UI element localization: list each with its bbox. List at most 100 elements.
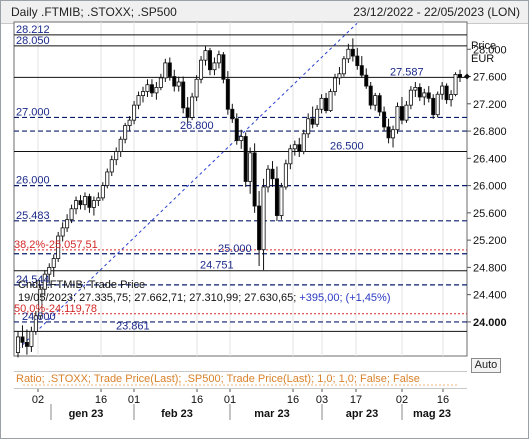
candle-body xyxy=(29,331,34,347)
candle-body xyxy=(100,185,105,199)
candle xyxy=(431,94,436,119)
x-month-label: apr 23 xyxy=(346,408,378,420)
candle xyxy=(341,56,346,77)
candle-body xyxy=(56,235,61,259)
candle-body xyxy=(158,77,163,88)
auto-scale-button[interactable]: Auto xyxy=(471,358,501,373)
candle xyxy=(145,79,150,97)
x-day-label: 02 xyxy=(396,394,408,406)
candle-body xyxy=(42,273,47,290)
candle-body xyxy=(216,54,221,64)
candle xyxy=(252,143,257,213)
candle xyxy=(212,57,217,76)
candle xyxy=(225,71,230,115)
currency-label: EUR xyxy=(471,53,494,65)
y-tick-label: 28.000 xyxy=(473,44,507,56)
candle-body xyxy=(65,219,70,229)
candle xyxy=(78,195,83,210)
candle xyxy=(234,113,239,145)
candle-body xyxy=(368,85,373,106)
candle xyxy=(288,144,293,170)
candle-body xyxy=(404,104,409,121)
candle xyxy=(270,161,275,187)
candle-body xyxy=(24,341,29,347)
candle-body xyxy=(176,81,181,87)
candle xyxy=(20,325,25,348)
candle xyxy=(172,69,177,92)
candle-body xyxy=(279,186,284,216)
candle xyxy=(136,91,141,110)
candle-body xyxy=(350,48,355,57)
candle-body xyxy=(341,58,346,75)
candle xyxy=(154,81,159,100)
candle-body xyxy=(449,94,454,101)
candle-body xyxy=(319,97,324,110)
candle-body xyxy=(207,50,212,71)
y-tick-label: 25.600 xyxy=(473,208,507,220)
candle xyxy=(324,92,329,114)
candle xyxy=(230,103,235,123)
candle-body xyxy=(444,85,449,101)
candle xyxy=(413,81,418,97)
level-label: 24.751 xyxy=(200,260,234,272)
candle-body xyxy=(190,96,195,118)
candle-body xyxy=(332,77,337,92)
fibonacci-label: 50,0%-24.119,78 xyxy=(14,303,97,315)
candle xyxy=(15,331,20,358)
candle xyxy=(141,86,146,103)
candle xyxy=(373,92,378,111)
candle xyxy=(194,75,199,102)
candle-body xyxy=(288,148,293,165)
candle-body xyxy=(141,91,146,97)
x-month-label: mar 23 xyxy=(254,408,289,420)
candle xyxy=(167,57,172,81)
candle xyxy=(315,105,320,127)
candle xyxy=(38,285,43,320)
candle-body xyxy=(199,59,204,80)
candle xyxy=(386,118,391,144)
candle xyxy=(266,165,271,193)
candle xyxy=(91,196,96,216)
candle-body xyxy=(185,107,190,118)
candle-body xyxy=(114,151,119,161)
candle xyxy=(261,178,266,271)
candle xyxy=(163,58,168,82)
candle xyxy=(391,125,396,148)
x-day-label: 01 xyxy=(128,394,140,406)
candle-body xyxy=(337,73,342,79)
y-tick-label: 26.400 xyxy=(473,153,507,165)
candle xyxy=(118,136,123,157)
level-label: 26.500 xyxy=(330,141,364,153)
candle-body xyxy=(78,200,83,206)
candle-body xyxy=(355,55,360,67)
candle xyxy=(56,231,61,262)
x-day-label: 17 xyxy=(350,394,362,406)
x-day-label: 02 xyxy=(32,394,44,406)
date-range: 23/12/2022 - 22/05/2023 (LON) xyxy=(353,5,520,19)
candle-body xyxy=(243,136,248,182)
candle xyxy=(301,129,306,155)
candle-body xyxy=(123,125,128,140)
candle-body xyxy=(359,65,364,76)
series-legend: Cndl; .FTMIB; Trade Price xyxy=(18,279,145,291)
candle-body xyxy=(422,92,427,98)
candle xyxy=(87,193,92,213)
candle xyxy=(109,155,114,177)
candle xyxy=(190,92,195,121)
y-tick-label: 24.800 xyxy=(473,262,507,274)
candle-body xyxy=(440,85,445,95)
candle-body xyxy=(154,87,159,94)
x-month-label: mag 23 xyxy=(413,408,451,420)
fibonacci-label: 38,2%-25.057,51 xyxy=(14,239,98,251)
candle-body xyxy=(132,104,137,121)
candle-body xyxy=(315,108,320,125)
level-label: 24.000 xyxy=(22,311,56,323)
current-price-marker xyxy=(464,73,470,80)
level-label: 28.212 xyxy=(16,24,50,36)
candle xyxy=(408,86,413,110)
candle-body xyxy=(109,159,114,173)
x-day-label: 16 xyxy=(287,394,299,406)
candle xyxy=(216,50,221,69)
candle-body xyxy=(38,288,43,317)
